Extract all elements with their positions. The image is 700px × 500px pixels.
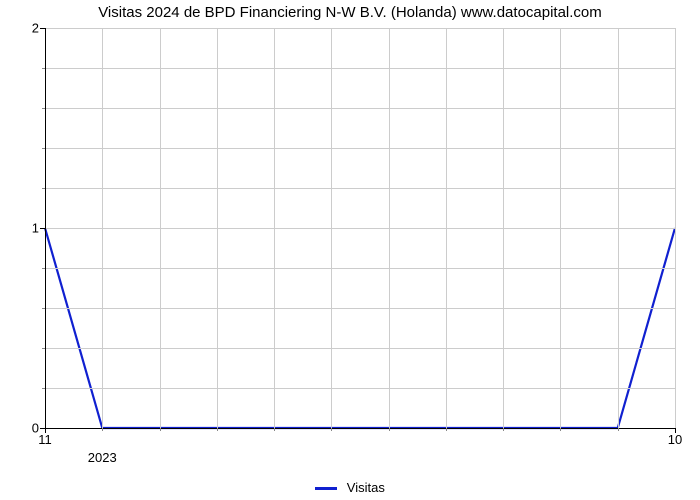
x-minor-tick xyxy=(560,428,561,431)
grid-line-vertical xyxy=(675,28,676,428)
x-axis-line xyxy=(45,428,675,429)
series-line xyxy=(45,228,675,428)
y-minor-tick xyxy=(42,148,45,149)
legend-swatch xyxy=(315,487,337,490)
chart-title: Visitas 2024 de BPD Financiering N-W B.V… xyxy=(0,4,700,21)
x-minor-tick xyxy=(503,428,504,431)
x-minor-tick xyxy=(331,428,332,431)
y-minor-tick xyxy=(42,388,45,389)
chart-container: Visitas 2024 de BPD Financiering N-W B.V… xyxy=(0,0,700,500)
x-minor-tick xyxy=(389,428,390,431)
x-tick-label-left: 11 xyxy=(38,432,52,447)
grid-line-horizontal-minor xyxy=(45,308,675,309)
plot-area: 01211102023 xyxy=(45,28,675,428)
x-minor-tick xyxy=(160,428,161,431)
y-tick-label: 1 xyxy=(32,221,39,236)
x-minor-tick xyxy=(217,428,218,431)
y-minor-tick xyxy=(42,108,45,109)
y-minor-tick xyxy=(42,188,45,189)
y-tick-mark xyxy=(40,28,45,29)
grid-line-horizontal-minor xyxy=(45,188,675,189)
x-tick-label-right: 10 xyxy=(668,432,682,447)
grid-line-horizontal-minor xyxy=(45,348,675,349)
y-tick-label: 2 xyxy=(32,21,39,36)
y-tick-mark xyxy=(40,228,45,229)
grid-line-horizontal-minor xyxy=(45,148,675,149)
grid-line-horizontal xyxy=(45,28,675,29)
y-axis-line xyxy=(45,28,46,428)
y-minor-tick xyxy=(42,308,45,309)
legend: Visitas xyxy=(0,480,700,495)
y-minor-tick xyxy=(42,68,45,69)
x-minor-tick xyxy=(618,428,619,431)
x-year-label: 2023 xyxy=(88,450,117,465)
y-minor-tick xyxy=(42,348,45,349)
grid-line-horizontal xyxy=(45,228,675,229)
legend-label: Visitas xyxy=(347,480,385,495)
grid-line-horizontal-minor xyxy=(45,108,675,109)
x-minor-tick xyxy=(274,428,275,431)
x-minor-tick xyxy=(102,428,103,431)
grid-line-horizontal-minor xyxy=(45,68,675,69)
grid-line-horizontal-minor xyxy=(45,268,675,269)
y-minor-tick xyxy=(42,268,45,269)
x-minor-tick xyxy=(446,428,447,431)
grid-line-horizontal-minor xyxy=(45,388,675,389)
